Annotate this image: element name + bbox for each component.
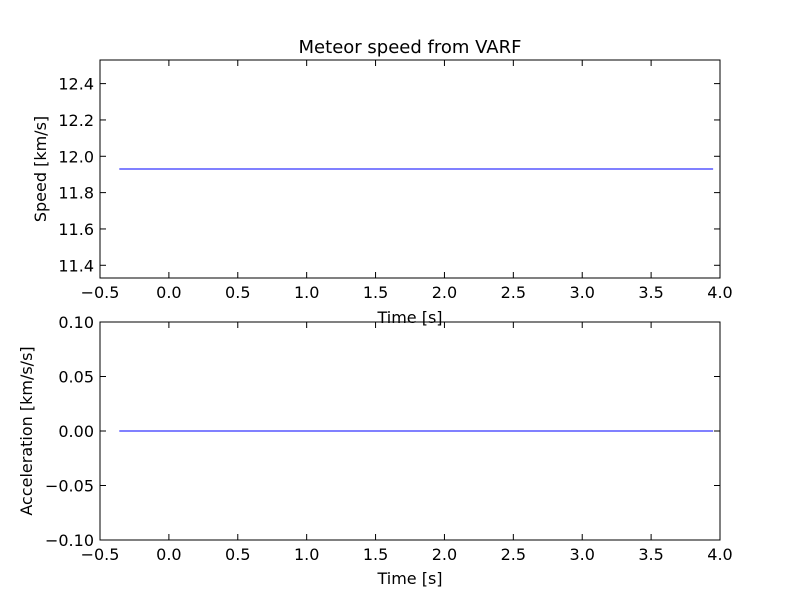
acceleration-x-tick-label: 0.5 <box>225 545 250 564</box>
acceleration-y-tick-label: 0.00 <box>58 422 94 441</box>
speed-x-tick-label: 4.0 <box>707 283 732 302</box>
speed-x-tick-label: −0.5 <box>81 283 120 302</box>
speed-y-axis-label: Speed [km/s] <box>31 116 50 222</box>
speed-y-tick-label: 12.4 <box>58 75 94 94</box>
speed-ticks: −0.5 0.0 0.5 1.0 1.5 2.0 2.5 3.0 3.5 4.0 11.4 11.6 1… <box>58 60 733 302</box>
speed-y-tick-label: 12.2 <box>58 111 94 130</box>
chart-title: Meteor speed from VARF <box>299 37 522 58</box>
speed-plot-frame <box>99 59 721 279</box>
acceleration-x-tick-label: 1.5 <box>363 545 388 564</box>
speed-x-tick-label: 3.5 <box>638 283 663 302</box>
acceleration-y-tick-label: −0.10 <box>45 531 94 550</box>
speed-y-tick-label: 11.6 <box>58 220 94 239</box>
acceleration-y-tick-label: 0.10 <box>58 313 94 332</box>
speed-x-tick-label: 1.0 <box>294 283 319 302</box>
speed-x-tick-label: 0.0 <box>156 283 181 302</box>
acceleration-x-tick-label: 1.0 <box>294 545 319 564</box>
acceleration-x-tick-label: 2.5 <box>501 545 526 564</box>
acceleration-x-tick-label: 4.0 <box>707 545 732 564</box>
acceleration-x-tick-label: 3.5 <box>638 545 663 564</box>
speed-x-tick-label: 2.0 <box>432 283 457 302</box>
speed-x-tick-label: 1.5 <box>363 283 388 302</box>
acceleration-x-tick-label: −0.5 <box>81 545 120 564</box>
speed-x-tick-label: 2.5 <box>501 283 526 302</box>
acceleration-plot-frame <box>99 321 721 541</box>
speed-panel: Meteor speed from VARF −0.5 0.0 0.5 1.0 1.5 2… <box>31 37 733 327</box>
speed-x-tick-label: 0.5 <box>225 283 250 302</box>
acceleration-x-axis-label: Time [s] <box>376 569 442 588</box>
acceleration-y-tick-label: −0.05 <box>45 477 94 496</box>
acceleration-x-tick-label: 2.0 <box>432 545 457 564</box>
acceleration-x-tick-label: 0.0 <box>156 545 181 564</box>
speed-x-axis-label: Time [s] <box>376 308 442 327</box>
acceleration-panel: −0.5 0.0 0.5 1.0 1.5 2.0 2.5 3.0 3.5 4.0 −0.10 −0.0… <box>17 313 733 588</box>
speed-y-tick-label: 11.8 <box>58 184 94 203</box>
speed-y-tick-label: 11.4 <box>58 256 94 275</box>
acceleration-ticks: −0.5 0.0 0.5 1.0 1.5 2.0 2.5 3.0 3.5 4.0 −0.10 −0.0… <box>45 313 733 564</box>
speed-x-tick-label: 3.0 <box>569 283 594 302</box>
acceleration-x-tick-label: 3.0 <box>569 545 594 564</box>
speed-y-tick-label: 12.0 <box>58 147 94 166</box>
acceleration-y-axis-label: Acceleration [km/s/s] <box>17 346 36 515</box>
acceleration-y-tick-label: 0.05 <box>58 368 94 387</box>
